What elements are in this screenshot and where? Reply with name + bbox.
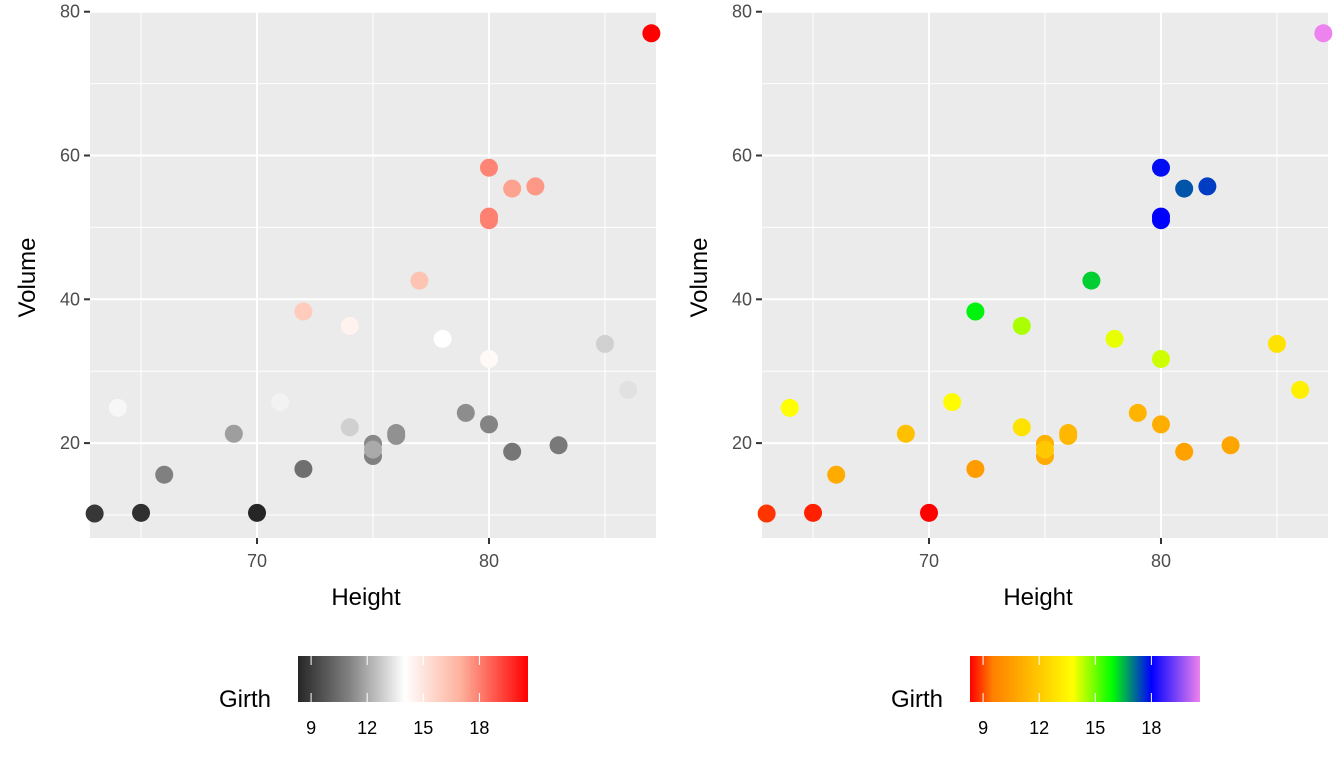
data-point — [1291, 380, 1310, 399]
x-axis-title: Height — [331, 584, 401, 611]
data-point — [340, 316, 359, 335]
legend-tick-label: 12 — [357, 718, 377, 738]
data-point — [503, 442, 522, 461]
data-point — [1314, 24, 1333, 43]
data-point — [966, 459, 985, 478]
data-point — [108, 398, 127, 417]
x-tick-label: 80 — [479, 551, 499, 571]
data-point — [479, 211, 498, 230]
legend-tick-label: 15 — [1085, 718, 1105, 738]
legend-tick-label: 12 — [1029, 718, 1049, 738]
data-point — [1151, 211, 1170, 230]
legend-ticks: 9 12 15 18 — [306, 656, 489, 738]
data-point — [364, 440, 382, 459]
data-point — [549, 436, 568, 455]
right-panel: 70 80 20 40 60 80 Height Volume Girth 9 12 15 1… — [686, 2, 1333, 738]
data-point — [1151, 158, 1170, 177]
y-axis-title: Volume — [14, 237, 41, 317]
color-legend: Girth 9 12 15 18 — [891, 656, 1200, 738]
legend-title: Girth — [219, 686, 271, 713]
y-tick-label: 20 — [60, 433, 80, 453]
data-point — [340, 418, 359, 437]
minor-gridlines — [90, 11, 656, 538]
data-point — [526, 177, 545, 196]
data-point — [387, 424, 406, 443]
data-point — [132, 503, 151, 522]
data-point — [642, 24, 661, 43]
data-point — [224, 424, 243, 443]
data-point — [1012, 316, 1031, 335]
data-point — [827, 465, 846, 484]
y-tick-label: 40 — [732, 289, 752, 309]
data-point — [294, 302, 313, 321]
data-point — [619, 380, 638, 399]
data-point — [966, 302, 985, 321]
data-point — [920, 503, 939, 522]
legend-tick-label: 18 — [1141, 718, 1161, 738]
x-axis-ticks: 70 80 — [919, 538, 1171, 571]
y-tick-label: 60 — [732, 146, 752, 166]
data-point — [433, 329, 452, 348]
left-panel: 70 80 20 40 60 80 Height Volume Girth 9 12 15 1… — [14, 2, 661, 738]
data-point — [479, 158, 498, 177]
y-tick-label: 60 — [60, 146, 80, 166]
x-axis-ticks: 70 80 — [247, 538, 499, 571]
data-point — [1151, 415, 1170, 434]
data-point — [503, 179, 522, 198]
data-point — [804, 503, 823, 522]
data-point — [1059, 424, 1078, 443]
legend-colorbar — [970, 656, 1200, 702]
color-legend: Girth 9 12 15 18 — [219, 656, 528, 738]
y-tick-label: 80 — [732, 2, 752, 22]
y-tick-label: 20 — [732, 433, 752, 453]
x-axis-title: Height — [1003, 584, 1073, 611]
legend-tick-label: 15 — [413, 718, 433, 738]
major-gridlines — [762, 10, 1328, 538]
data-point — [1175, 179, 1194, 198]
y-tick-label: 80 — [60, 2, 80, 22]
data-point — [1198, 177, 1217, 196]
data-point — [1105, 329, 1124, 348]
x-tick-label: 80 — [1151, 551, 1171, 571]
legend-colorbar — [298, 656, 528, 702]
data-point — [410, 271, 429, 290]
data-point — [1128, 403, 1147, 422]
x-tick-label: 70 — [919, 551, 939, 571]
data-point — [757, 504, 776, 523]
y-tick-label: 40 — [60, 289, 80, 309]
data-point — [456, 403, 475, 422]
data-points — [757, 24, 1333, 523]
data-point — [780, 398, 799, 417]
data-point — [1151, 349, 1170, 368]
legend-ticks: 9 12 15 18 — [978, 656, 1161, 738]
y-axis-ticks: 20 40 60 80 — [60, 2, 90, 453]
data-point — [1175, 442, 1194, 461]
data-point — [1082, 271, 1101, 290]
legend-title: Girth — [891, 686, 943, 713]
data-point — [479, 349, 498, 368]
x-tick-label: 70 — [247, 551, 267, 571]
legend-tick-label: 18 — [469, 718, 489, 738]
data-point — [1221, 436, 1240, 455]
data-point — [595, 334, 614, 353]
data-point — [294, 459, 313, 478]
y-axis-title: Volume — [686, 237, 713, 317]
data-point — [1267, 334, 1286, 353]
data-point — [1036, 440, 1054, 459]
data-point — [896, 424, 915, 443]
data-point — [155, 465, 174, 484]
data-point — [271, 393, 290, 412]
y-axis-ticks: 20 40 60 80 — [732, 2, 762, 453]
data-points — [85, 24, 661, 523]
data-point — [1012, 418, 1031, 437]
data-point — [943, 393, 962, 412]
legend-tick-label: 9 — [306, 718, 316, 738]
data-point — [479, 415, 498, 434]
data-point — [85, 504, 104, 523]
data-point — [248, 503, 267, 522]
legend-tick-label: 9 — [978, 718, 988, 738]
